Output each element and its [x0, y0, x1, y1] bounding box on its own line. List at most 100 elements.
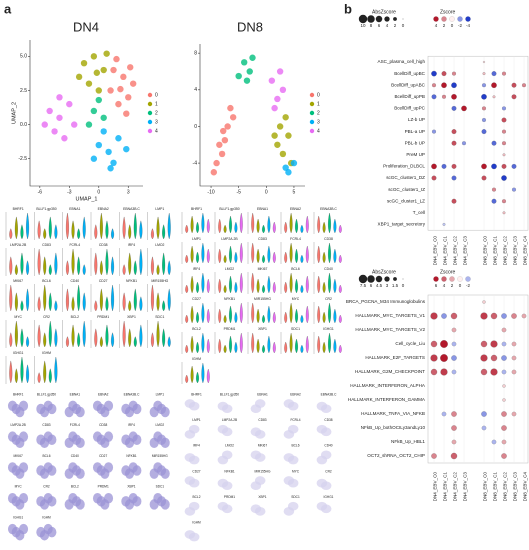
legend-label: 3 [386, 283, 389, 288]
gene-label: EBNA1 [257, 207, 268, 211]
gene-label: IRF4 [128, 243, 135, 247]
cell-point [221, 136, 229, 144]
legend-title: Zscore [440, 269, 456, 275]
violin [156, 320, 160, 348]
violin [105, 248, 109, 276]
legend-swatch [147, 101, 153, 107]
violin [43, 256, 47, 276]
violin [272, 221, 276, 234]
violin [105, 324, 109, 348]
violin [167, 336, 171, 348]
gene-label: BHRF1 [191, 207, 202, 211]
cell-point [100, 114, 107, 121]
gene-label: LMP1 [156, 392, 165, 396]
violin [317, 215, 321, 234]
cell-point [80, 59, 88, 67]
color-key [433, 276, 439, 282]
violin [289, 242, 293, 264]
violin [338, 254, 342, 264]
violin [295, 248, 298, 264]
y-tick-label: 5.0 [20, 54, 27, 60]
violin [267, 245, 271, 264]
violin [223, 314, 227, 324]
gene-label: EBNA1 [69, 207, 80, 211]
dot [492, 187, 496, 192]
violin [133, 260, 137, 276]
panel-label: a [4, 1, 12, 16]
dot [482, 300, 486, 304]
cell-point [279, 86, 287, 94]
dot [451, 105, 457, 111]
legend-label: -2 [458, 23, 462, 28]
dot [482, 60, 486, 64]
color-key [465, 276, 471, 282]
feature-blob [104, 493, 114, 504]
violin [206, 308, 210, 324]
violin [239, 332, 243, 354]
gene-label: LMP2A.2B [221, 237, 238, 241]
violin [218, 278, 222, 294]
violin [185, 224, 189, 234]
dot [491, 82, 497, 88]
violin [14, 216, 18, 240]
violin [201, 302, 205, 324]
color-key [457, 276, 463, 282]
violin [185, 254, 189, 264]
violin [190, 365, 194, 384]
feature-blob [287, 455, 299, 465]
color-key [449, 16, 455, 22]
violin [128, 328, 132, 348]
feature-blob [19, 523, 29, 535]
violin [229, 245, 232, 264]
dot [451, 140, 457, 146]
dot [492, 95, 496, 99]
dot [501, 439, 507, 445]
violin [190, 245, 194, 264]
violin [300, 344, 304, 354]
gene-label: EBNA1 [70, 392, 81, 396]
y-tick-label: 8 [194, 50, 197, 56]
violin [317, 305, 321, 324]
cell-point [120, 73, 127, 81]
violin [190, 215, 194, 234]
violin [317, 275, 321, 294]
column-label: DN8_EBV_C4 [523, 472, 528, 502]
violin [185, 314, 189, 324]
violin [196, 341, 199, 354]
violin [128, 224, 132, 240]
dot [522, 83, 526, 88]
gene-label: PRDM1 [98, 485, 109, 489]
size-key [384, 16, 390, 22]
gene-label: SDC1 [155, 315, 164, 319]
violin [43, 332, 47, 348]
dot [451, 411, 457, 417]
violin [82, 216, 86, 240]
gene-set-label: HALLMARK_INTERFERON_ALPHA [350, 383, 426, 388]
violin [105, 296, 109, 312]
violin [9, 360, 13, 384]
cell-point [41, 121, 48, 128]
violin [196, 221, 199, 234]
violin [48, 292, 52, 312]
gene-label: SDC1 [291, 495, 300, 499]
cell-point [241, 59, 248, 66]
violin [20, 224, 24, 240]
dot [491, 140, 497, 146]
violin [150, 284, 154, 312]
gene-set-label: NFkB_Up_bothOCILy3andLy10 [361, 425, 426, 430]
legend-label: 7.5 [360, 283, 367, 288]
column-label: DN8_EBV_C1 [493, 472, 498, 502]
legend-label: 10 [360, 23, 366, 28]
feature-blob [47, 434, 57, 445]
dot [451, 327, 457, 333]
violin [65, 212, 69, 240]
y-axis-label: UMAP_2 [11, 102, 17, 124]
violin [71, 296, 75, 312]
violin [206, 368, 210, 384]
gene-label: EBNA3B.C [320, 207, 337, 211]
cell-point [117, 85, 124, 93]
dot [502, 129, 506, 134]
legend-swatch [147, 119, 153, 125]
dot [491, 71, 497, 77]
cell-point [123, 110, 130, 117]
